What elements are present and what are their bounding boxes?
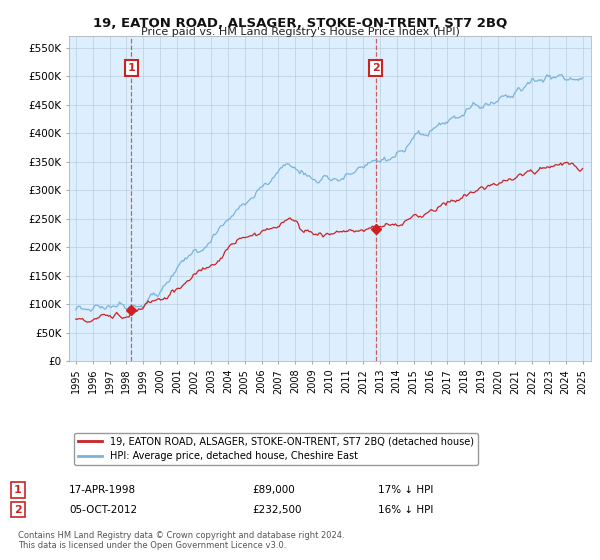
Text: £89,000: £89,000 [252,485,295,495]
Text: 1: 1 [14,485,22,495]
Text: 2: 2 [14,505,22,515]
Text: Price paid vs. HM Land Registry's House Price Index (HPI): Price paid vs. HM Land Registry's House … [140,27,460,37]
Text: 17-APR-1998: 17-APR-1998 [69,485,136,495]
Text: 16% ↓ HPI: 16% ↓ HPI [378,505,433,515]
Text: 1: 1 [127,63,135,73]
Text: 05-OCT-2012: 05-OCT-2012 [69,505,137,515]
Legend: 19, EATON ROAD, ALSAGER, STOKE-ON-TRENT, ST7 2BQ (detached house), HPI: Average : 19, EATON ROAD, ALSAGER, STOKE-ON-TRENT,… [74,433,478,465]
Text: 17% ↓ HPI: 17% ↓ HPI [378,485,433,495]
Text: 19, EATON ROAD, ALSAGER, STOKE-ON-TRENT, ST7 2BQ: 19, EATON ROAD, ALSAGER, STOKE-ON-TRENT,… [93,17,507,30]
Text: Contains HM Land Registry data © Crown copyright and database right 2024.
This d: Contains HM Land Registry data © Crown c… [18,530,344,550]
Text: 2: 2 [372,63,380,73]
Text: £232,500: £232,500 [252,505,302,515]
